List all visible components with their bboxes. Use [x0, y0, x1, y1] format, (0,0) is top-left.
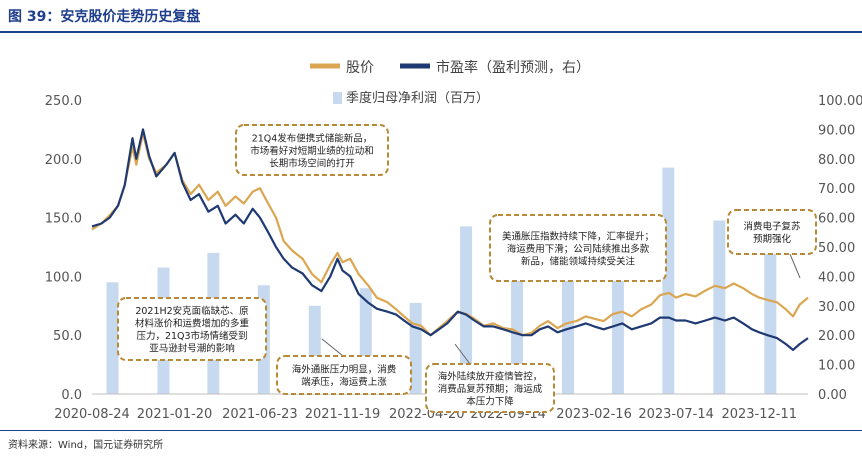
profit-bar: [460, 226, 473, 394]
annotation-text: 压力，21Q3市场情绪受到: [136, 330, 247, 342]
x-tick-label: 2020-08-24: [54, 407, 130, 422]
annotation-text: 亚马逊封号潮的影响: [149, 343, 235, 355]
left-tick-label: 0.0: [61, 388, 82, 403]
right-tick-label: 90.00: [818, 123, 855, 138]
profit-bar: [662, 167, 675, 394]
annotation-text: 长期市场空间的打开: [269, 157, 355, 169]
x-tick-label: 2023-12-11: [721, 407, 797, 422]
left-tick-label: 100.0: [45, 270, 82, 285]
annotation-text: 美通胀压指数持续下降，汇率提升；: [502, 230, 654, 242]
annotation-text: 海外通胀压力明显，消费: [292, 364, 397, 376]
annotation-text: 新品，储能领域持续受关注: [521, 255, 636, 267]
right-tick-label: 80.00: [818, 153, 855, 168]
left-tick-label: 200.0: [45, 153, 82, 168]
annotation-box: [235, 124, 389, 176]
annotation-a5: 美通胀压指数持续下降，汇率提升；海运费用下滑；公司陆续推出多款新品，储能领域持续…: [489, 214, 667, 282]
left-tick-label: 50.0: [53, 329, 82, 344]
chart: 0.0 50.0 100.0 150.0 200.0 250.0 0.00 10.00 20.0…: [45, 59, 862, 422]
legend-pe-label: 市盈率（盈利预测，右）: [436, 59, 590, 76]
figure-title: 图 39：安克股价走势历史复盘: [8, 9, 201, 25]
annotation-box: [276, 355, 412, 395]
source-note: 资料来源：Wind，国元证券研究所: [8, 440, 164, 451]
annotation-text: 消费品复苏预期；海运成: [438, 383, 543, 395]
annotation-a2: 2021H2安克面临缺芯、原材料涨价和运费增加的多重压力，21Q3市场情绪受到亚…: [117, 297, 267, 361]
pe-line: [91, 128, 809, 351]
annotation-text: 市场看好对短期业绩的拉动和: [250, 145, 374, 157]
profit-bar: [562, 279, 575, 394]
annotation-box: [425, 363, 555, 413]
legend-price-label: 股价: [346, 60, 374, 76]
annotation-text: 材料涨价和运费增加的多重: [135, 318, 250, 330]
right-tick-label: 30.00: [818, 300, 855, 315]
right-tick-label: 60.00: [818, 212, 855, 227]
annotation-box: [727, 209, 817, 255]
annotation-box: [489, 214, 667, 282]
left-tick-label: 150.0: [45, 212, 82, 227]
x-tick-label: 2021-06-23: [222, 407, 298, 422]
right-tick-label: 40.00: [818, 270, 855, 285]
series-lines: [91, 128, 809, 351]
annotation-pointer: [454, 343, 471, 365]
right-tick-label: 70.00: [818, 182, 855, 197]
annotation-text: 海外陆续放开疫情管控，: [438, 370, 543, 382]
annotation-text: 端承压，海运费上涨: [301, 376, 387, 388]
legend-profit-swatch: [333, 92, 342, 104]
annotation-text: 消费电子复苏: [743, 221, 801, 233]
title-rule: [0, 31, 862, 33]
legend-profit-label: 季度归母净利润（百万）: [346, 90, 489, 106]
legend: 股价 市盈率（盈利预测，右） 季度归母净利润（百万）: [310, 59, 590, 106]
annotation-text: 预期强化: [753, 233, 792, 245]
annotation-box: [117, 297, 267, 361]
profit-bar: [106, 282, 119, 394]
profit-bar: [713, 220, 726, 394]
left-tick-label: 250.0: [45, 94, 82, 109]
x-tick-label: 2021-11-19: [305, 407, 381, 422]
right-tick-label: 50.00: [818, 241, 855, 256]
x-tick-label: 2023-07-14: [638, 407, 714, 422]
footer-rule: [0, 430, 862, 431]
annotation-pointer: [321, 338, 344, 357]
x-tick-label: 2023-02-16: [556, 407, 632, 422]
annotation-text: 本压力下降: [466, 395, 514, 407]
right-tick-label: 10.00: [818, 359, 855, 374]
right-tick-label: 20.00: [818, 329, 855, 344]
right-tick-label: 100.00: [818, 94, 862, 109]
profit-bar: [764, 241, 777, 394]
profit-bar: [511, 261, 524, 394]
profit-bars: [106, 167, 777, 394]
annotation-text: 海运费用下滑；公司陆续推出多款: [507, 243, 650, 255]
annotation-pointer: [789, 253, 801, 279]
x-tick-label: 2021-01-20: [137, 407, 213, 422]
annotation-text: 21Q4发布便携式储能新品，: [252, 132, 373, 144]
right-tick-label: 0.00: [818, 388, 847, 403]
annotation-text: 2021H2安克面临缺芯、原: [135, 305, 248, 317]
